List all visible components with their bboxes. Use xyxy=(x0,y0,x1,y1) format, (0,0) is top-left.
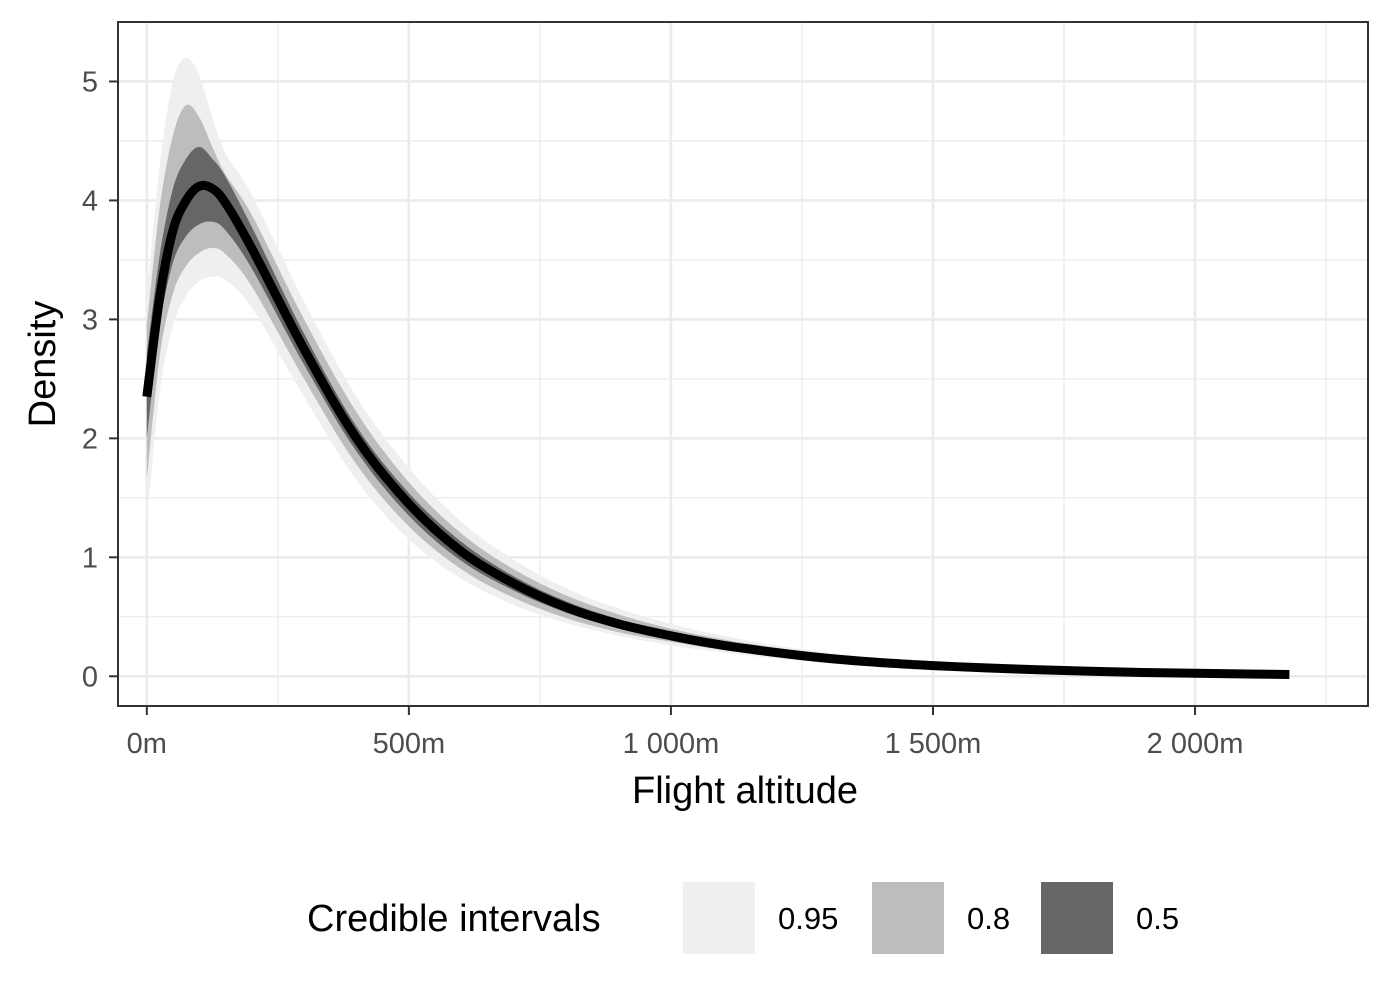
major-gridlines xyxy=(118,22,1368,706)
x-tick-label: 1 000m xyxy=(623,728,720,760)
median-density-line xyxy=(142,180,1290,679)
median-line-layer xyxy=(142,180,1290,679)
legend-label-08: 0.8 xyxy=(967,901,1010,936)
x-tick-label: 1 500m xyxy=(885,728,982,760)
y-axis-ticks: 0 1 2 3 4 5 xyxy=(82,66,118,693)
y-tick-label: 1 xyxy=(82,542,98,574)
y-tick-label: 4 xyxy=(82,185,98,217)
y-tick-label: 0 xyxy=(82,661,98,693)
legend-title: Credible intervals xyxy=(307,898,601,940)
legend-key-05 xyxy=(1041,882,1113,954)
x-tick-label: 2 000m xyxy=(1147,728,1244,760)
y-tick-label: 3 xyxy=(82,304,98,336)
plot-border xyxy=(117,21,1369,707)
legend: Credible intervals 0.95 0.8 0.5 xyxy=(307,882,1179,954)
y-axis-title: Density xyxy=(22,301,64,428)
x-axis-title: Flight altitude xyxy=(632,770,858,812)
legend-key-095 xyxy=(683,882,755,954)
y-tick-label: 5 xyxy=(82,66,98,98)
legend-label-095: 0.95 xyxy=(778,901,838,936)
x-tick-label: 0m xyxy=(127,728,167,760)
y-tick-label: 2 xyxy=(82,423,98,455)
legend-label-05: 0.5 xyxy=(1136,901,1179,936)
x-axis-ticks: 0m 500m 1 000m 1 500m 2 000m xyxy=(127,706,1244,760)
legend-key-08 xyxy=(872,882,944,954)
x-tick-label: 500m xyxy=(373,728,446,760)
